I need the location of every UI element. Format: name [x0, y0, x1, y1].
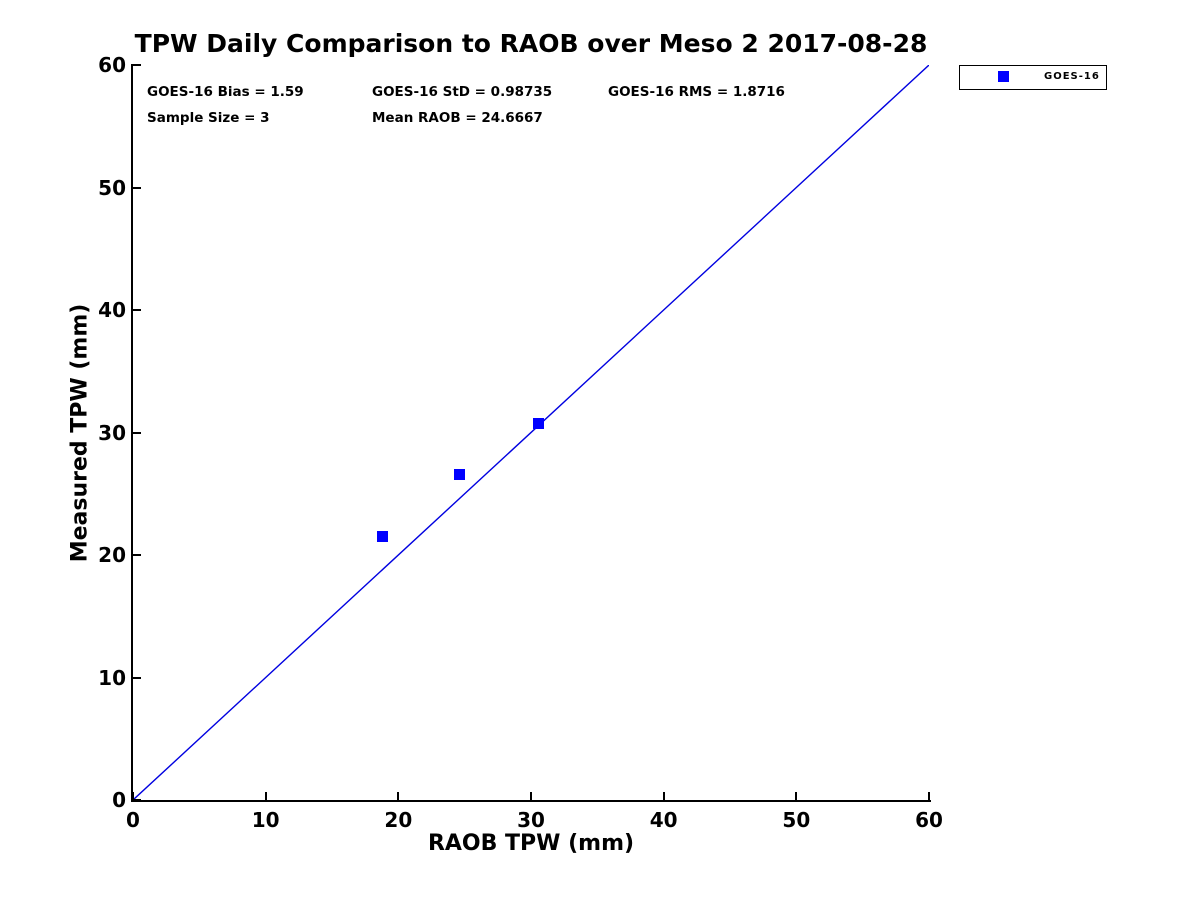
- y-tick-label: 40: [98, 298, 126, 322]
- stat-std: GOES-16 StD = 0.98735: [372, 84, 553, 100]
- x-tick-label: 10: [251, 808, 280, 832]
- y-tick-mark: [133, 676, 141, 679]
- chart-title: TPW Daily Comparison to RAOB over Meso 2…: [134, 29, 928, 58]
- y-tick-label: 0: [112, 788, 126, 812]
- x-tick-mark: [928, 792, 930, 800]
- x-tick-label: 20: [384, 808, 413, 832]
- identity-line: [133, 65, 929, 800]
- y-tick-mark: [133, 554, 141, 556]
- x-axis-label: RAOB TPW (mm): [427, 831, 635, 856]
- y-axis-line: [131, 64, 133, 802]
- x-tick-label: 60: [915, 808, 943, 832]
- y-tick-mark: [133, 64, 141, 66]
- legend-box: GOES-16: [959, 65, 1107, 90]
- stat-sample-size: Sample Size = 3: [147, 110, 270, 126]
- y-tick-label: 50: [98, 175, 126, 200]
- y-tick-label: 60: [98, 53, 126, 77]
- y-tick-label: 10: [98, 665, 126, 690]
- y-tick-mark: [133, 431, 141, 434]
- plot-area: [132, 64, 930, 801]
- x-tick-mark: [132, 792, 134, 800]
- x-tick-mark: [264, 792, 267, 800]
- x-tick-mark: [662, 792, 665, 800]
- legend-label: GOES-16: [1044, 71, 1100, 82]
- y-tick-mark: [133, 799, 141, 801]
- y-tick-label: 20: [98, 543, 126, 567]
- x-tick-mark: [795, 792, 798, 800]
- y-tick-mark: [133, 309, 141, 311]
- x-tick-mark: [530, 792, 532, 800]
- y-tick-label: 30: [98, 420, 126, 445]
- legend-marker-square-icon: [998, 71, 1009, 82]
- x-tick-label: 40: [649, 808, 678, 832]
- stat-bias: GOES-16 Bias = 1.59: [147, 84, 304, 100]
- data-point-goes-16: [453, 468, 465, 480]
- x-tick-label: 50: [782, 808, 811, 832]
- stat-mean-raob: Mean RAOB = 24.6667: [372, 110, 543, 126]
- x-axis-line: [131, 800, 931, 802]
- stat-rms: GOES-16 RMS = 1.8716: [608, 84, 785, 100]
- x-tick-label: 0: [126, 808, 140, 832]
- x-tick-label: 30: [517, 808, 545, 832]
- data-point-goes-16: [533, 417, 545, 429]
- data-point-goes-16: [376, 531, 388, 543]
- x-tick-mark: [397, 792, 400, 800]
- y-tick-mark: [133, 186, 141, 189]
- identity-line-layer: [133, 65, 929, 800]
